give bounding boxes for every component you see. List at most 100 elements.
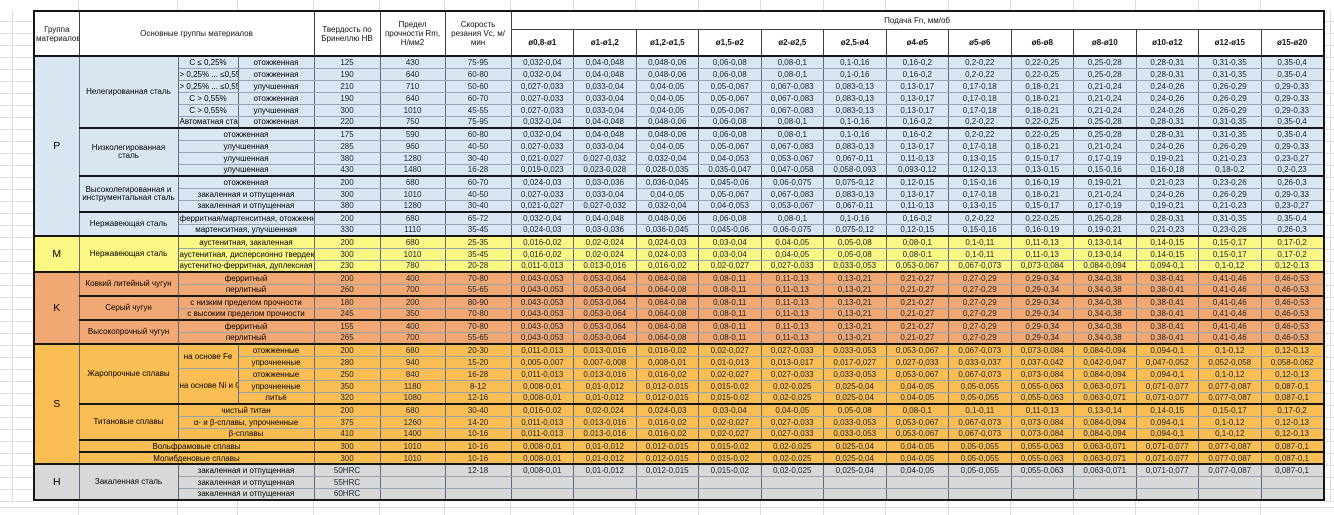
cell-feed-value[interactable]: 0,028-0,035	[635, 163, 700, 177]
cell-feed-value[interactable]: 0,04-0,05	[635, 139, 700, 153]
cell-feed-value[interactable]: 0,1-0,12	[1198, 343, 1262, 357]
cell-feed-value[interactable]: 0,28-0,31	[1135, 67, 1200, 81]
cell-speed[interactable]: 12-18	[444, 463, 512, 477]
cell-feed-value[interactable]: 0,04-0,05	[760, 235, 825, 249]
cell-feed-value[interactable]: 0,06-0,08	[698, 115, 762, 129]
cell-feed-value[interactable]: 0,1-0,12	[1198, 427, 1262, 441]
cell-feed-value[interactable]: 0,29-0,33	[1260, 139, 1325, 153]
cell-hardness[interactable]: 280	[313, 355, 381, 369]
cell-feed-value[interactable]: 0,2-0,22	[948, 211, 1012, 225]
cell-feed-value[interactable]: 0,023-0,028	[573, 163, 637, 177]
cell-feed-value[interactable]: 0,18-0,2	[1198, 163, 1262, 177]
cell-feed-value[interactable]: 0,13-0,15	[948, 151, 1012, 165]
cell-speed[interactable]: 60-80	[444, 127, 512, 141]
cell-feed-value[interactable]: 0,12-0,13	[1260, 367, 1325, 381]
cell-speed[interactable]: 25-35	[444, 235, 512, 249]
cell-feed-value[interactable]: 0,14-0,15	[1135, 247, 1200, 261]
cell-hardness[interactable]: 250	[313, 367, 381, 381]
cell-feed-value[interactable]: 0,21-0,23	[1198, 151, 1262, 165]
cell-feed-value[interactable]: 0,053-0,067	[760, 151, 825, 165]
cell-feed-value[interactable]: 0,055-0,063	[1010, 439, 1075, 453]
cell-subgroup[interactable]: закаленная и отпущенная	[177, 187, 315, 201]
cell-feed-value[interactable]: 0,073-0,084	[1010, 427, 1075, 441]
cell-feed-value[interactable]: 0,053-0,064	[573, 271, 637, 285]
cell-feed-value[interactable]: 0,11-0,13	[885, 151, 950, 165]
cell-subgroup[interactable]: β-сплавы	[177, 427, 315, 441]
cell-strength[interactable]: 680	[379, 175, 446, 189]
cell-feed-value[interactable]: 0,26-0,29	[1198, 139, 1262, 153]
cell-feed-value[interactable]: 0,027-0,033	[510, 103, 575, 117]
cell-feed-value[interactable]: 0,05-0,055	[948, 391, 1012, 405]
header-diameter[interactable]: ø15-ø20	[1260, 28, 1325, 57]
cell-feed-value[interactable]: 0,075-0,12	[823, 223, 887, 237]
cell-feed-value[interactable]: 0,08-0,11	[698, 271, 762, 285]
cell-feed-value[interactable]: 0,013-0,016	[573, 343, 637, 357]
cell-feed-value[interactable]: 0,41-0,46	[1198, 295, 1262, 309]
cell-feed-value[interactable]: 0,053-0,067	[885, 343, 950, 357]
cell-feed-value[interactable]: 0,053-0,067	[760, 199, 825, 213]
cell-feed-value[interactable]: 0,032-0,04	[635, 199, 700, 213]
cell-strength[interactable]: 710	[379, 79, 446, 93]
cell-feed-value[interactable]: 0,22-0,25	[1010, 211, 1075, 225]
cell-hardness[interactable]: 430	[313, 163, 381, 177]
cell-feed-value[interactable]: 0,058-0,062	[1260, 355, 1325, 369]
cell-hardness[interactable]: 410	[313, 427, 381, 441]
cell-feed-value[interactable]: 0,071-0,077	[1135, 391, 1200, 405]
cell-feed-value[interactable]: 0,2-0,22	[948, 115, 1012, 129]
cell-feed-value[interactable]: 0,073-0,084	[1010, 367, 1075, 381]
cell-feed-value[interactable]: 0,11-0,13	[760, 319, 825, 333]
cell-speed[interactable]: 30-40	[444, 403, 512, 417]
cell-feed-value[interactable]: 0,032-0,04	[510, 127, 575, 141]
cell-feed-value[interactable]: 0,41-0,46	[1198, 307, 1262, 321]
cell-feed-value[interactable]: 0,46-0,53	[1260, 319, 1325, 333]
cell-feed-value[interactable]: 0,02-0,027	[698, 415, 762, 429]
cell-feed-value[interactable]: 0,35-0,4	[1260, 127, 1325, 141]
cell-feed-value[interactable]: 0,23-0,26	[1198, 223, 1262, 237]
cell-feed-value[interactable]: 0,08-0,11	[698, 307, 762, 321]
cell-feed-value[interactable]: 0,005-0,007	[510, 355, 575, 369]
cell-subgroup-a[interactable]: на основе Fe	[177, 343, 239, 369]
cell-speed[interactable]: 16-28	[444, 163, 512, 177]
cell-speed[interactable]: 30-40	[444, 151, 512, 165]
cell-strength[interactable]: 1280	[379, 199, 446, 213]
cell-feed-value[interactable]: 0,41-0,46	[1198, 331, 1262, 345]
cell-feed-value[interactable]: 0,027-0,033	[510, 91, 575, 105]
cell-hardness[interactable]: 200	[313, 211, 381, 225]
cell-feed-value[interactable]: 0,043-0,053	[510, 271, 575, 285]
cell-material-group[interactable]: Нелегированная сталь	[78, 55, 179, 129]
cell-feed-value[interactable]: 0,027-0,033	[510, 79, 575, 93]
cell-speed[interactable]	[444, 475, 512, 489]
cell-subgroup[interactable]: закаленная и отпущенная	[177, 199, 315, 213]
cell-feed-value[interactable]: 0,02-0,025	[760, 463, 825, 477]
cell-subgroup-b[interactable]: отожженная	[237, 67, 315, 81]
cell-feed-value[interactable]: 0,052-0,058	[1198, 355, 1262, 369]
cell-feed-value[interactable]: 0,13-0,21	[823, 319, 887, 333]
cell-feed-value[interactable]: 0,087-0,1	[1260, 463, 1325, 477]
cell-feed-value[interactable]: 0,064-0,08	[635, 331, 700, 345]
cell-strength[interactable]: 640	[379, 67, 446, 81]
cell-speed[interactable]: 55-65	[444, 283, 512, 297]
cell-feed-value[interactable]: 0,13-0,14	[1073, 403, 1137, 417]
cell-feed-value[interactable]: 0,2-0,22	[948, 55, 1012, 69]
cell-feed-value[interactable]: 0,34-0,38	[1073, 283, 1137, 297]
cell-feed-value[interactable]: 0,04-0,05	[635, 91, 700, 105]
cell-speed[interactable]: 10-16	[444, 427, 512, 441]
cell-feed-value[interactable]: 0,02-0,025	[760, 451, 825, 465]
cell-feed-value[interactable]: 0,071-0,077	[1135, 379, 1200, 393]
cell-feed-value[interactable]: 0,093-0,12	[885, 163, 950, 177]
cell-speed[interactable]: 35-45	[444, 223, 512, 237]
cell-speed[interactable]: 55-65	[444, 331, 512, 345]
cell-feed-value[interactable]: 0,016-0,02	[510, 247, 575, 261]
cell-speed[interactable]: 75-95	[444, 55, 512, 69]
cell-feed-value[interactable]: 0,13-0,17	[885, 187, 950, 201]
cell-strength[interactable]: 1010	[379, 187, 446, 201]
cell-feed-value[interactable]: 0,025-0,04	[823, 391, 887, 405]
cell-feed-value[interactable]: 0,055-0,063	[1010, 463, 1075, 477]
cell-feed-value[interactable]: 0,04-0,048	[573, 55, 637, 69]
cell-material-group[interactable]: Нержавеющая сталь	[78, 211, 179, 237]
cell-speed[interactable]: 60-70	[444, 91, 512, 105]
cell-feed-value[interactable]: 0,23-0,26	[1198, 175, 1262, 189]
cell-strength[interactable]: 780	[379, 259, 446, 273]
cell-feed-value[interactable]: 0,015-0,02	[698, 451, 762, 465]
cell-feed-value[interactable]: 0,18-0,21	[1010, 91, 1075, 105]
